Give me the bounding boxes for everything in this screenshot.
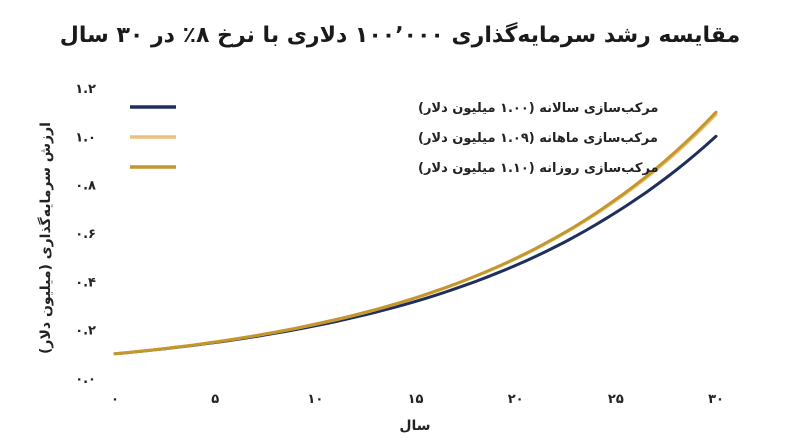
y-tick-label: ۱.۲ [75,82,96,97]
y-axis-label: ارزش سرمایه‌گذاری (میلیون دلار) [37,122,54,354]
x-tick-label: ۰ [111,392,119,407]
y-tick-label: ۰.۲ [75,324,96,339]
x-axis-label: سال [399,418,430,434]
y-tick-label: ۰.۶ [75,227,96,242]
x-tick-label: ۳۰ [708,392,724,407]
y-tick-label: ۰.۴ [75,275,96,290]
legend-label-0: مرکب‌سازی سالانه (۱.۰۰ میلیون دلار) [418,101,658,116]
x-tick-label: ۱۵ [408,392,424,407]
chart-title: مقایسه رشد سرمایه‌گذاری ۱۰۰٬۰۰۰ دلاری با… [60,21,740,48]
legend-label-2: مرکب‌سازی روزانه (۱.۱۰ میلیون دلار) [418,161,659,176]
x-tick-label: ۵ [211,392,219,407]
legend-label-1: مرکب‌سازی ماهانه (۱.۰۹ میلیون دلار) [418,131,658,146]
axis-ticks: ۰ ۵ ۱۰ ۱۵ ۲۰ ۲۵ ۳۰ ۰.۰ ۰.۲ ۰.۴ ۰.۶ ۰.۸ ۱.۰ ۱.۲ [75,82,724,407]
series-line-1 [113,113,718,356]
legend: مرکب‌سازی سالانه (۱.۰۰ میلیون دلار) مرکب‌… [130,101,659,176]
y-tick-label: ۰.۰ [75,372,96,387]
y-tick-label: ۱.۰ [75,130,96,145]
series-line-2 [113,110,718,356]
x-tick-label: ۲۵ [608,392,624,407]
x-tick-label: ۲۰ [508,392,524,407]
series-group [113,110,718,356]
y-tick-label: ۰.۸ [75,179,96,194]
x-tick-label: ۱۰ [307,392,323,407]
